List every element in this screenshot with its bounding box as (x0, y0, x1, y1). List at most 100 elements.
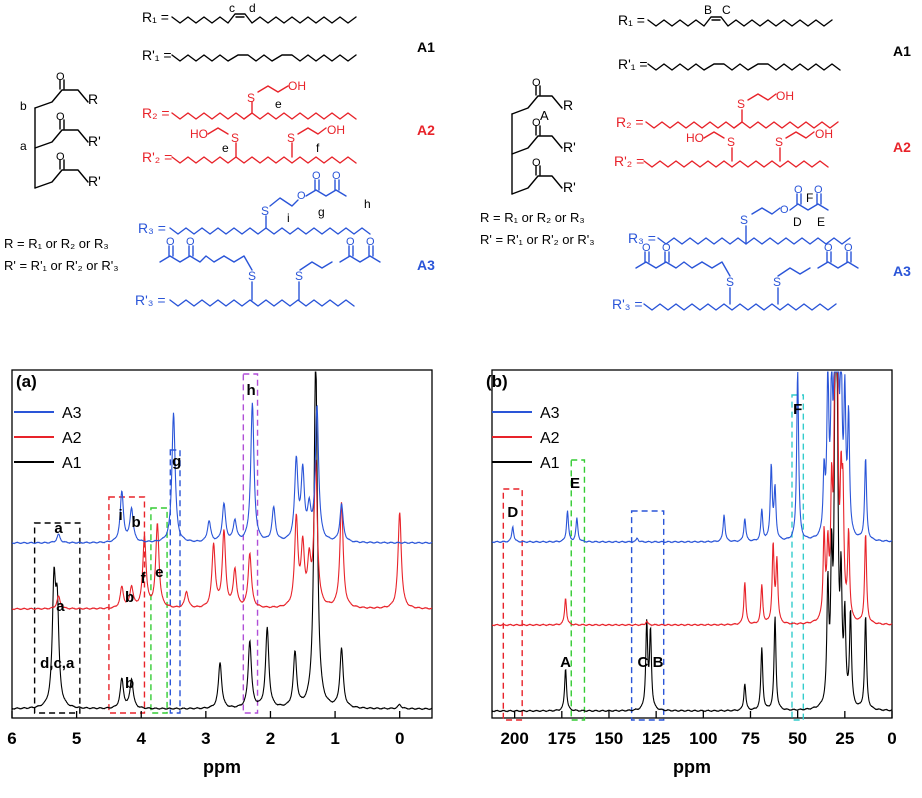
scheme-right-s-2: S (727, 135, 735, 149)
spectrum-a3 (492, 371, 893, 544)
scheme-left-r2-label: R₂ = (142, 105, 170, 121)
highlight-box-black (33, 522, 81, 714)
scheme-left-o-9: O (346, 236, 355, 248)
scheme-right-label-d: D (793, 215, 802, 229)
scheme-left-o-1: O (56, 71, 65, 83)
legend-label-a2: A2 (540, 430, 560, 447)
scheme-left-label-d: d (249, 1, 256, 15)
scheme-left-label-b: b (20, 99, 27, 113)
peak-label-C: C (638, 654, 649, 671)
highlight-box-red (108, 496, 146, 714)
scheme-left-oh-1: OH (288, 79, 306, 93)
scheme-right-label-f: F (806, 191, 813, 205)
scheme-right-o-3: O (532, 157, 541, 169)
scheme-left-r1p-label: R'₁ = (142, 47, 172, 63)
legend-label-a1: A1 (540, 455, 560, 472)
legend-label-a3: A3 (62, 405, 82, 422)
peak-label-E: E (570, 475, 580, 492)
peak-label-f: f (141, 570, 147, 587)
x-tick-label: 0 (887, 729, 896, 748)
peak-label-h: h (246, 382, 255, 399)
scheme-left-s-5: S (248, 269, 256, 283)
peak-label-i: i (118, 507, 122, 524)
peak-label-A: A (560, 654, 571, 671)
scheme-right-def2: R' = R'₁ or R'₂ or R'₃ (480, 232, 595, 247)
scheme-left-tag-a1: A1 (417, 39, 435, 55)
scheme-right-tag-a3: A3 (893, 263, 911, 279)
scheme-left-def1: R = R₁ or R₂ or R₃ (4, 236, 109, 251)
legend-label-a3: A3 (540, 405, 560, 422)
x-tick-label: 5 (72, 729, 81, 748)
spectrum-a3 (12, 402, 433, 545)
scheme-left-o-10: O (366, 236, 375, 248)
highlight-box-red (502, 488, 523, 721)
scheme-left-label-a: a (20, 139, 27, 153)
scheme-left-s-2: S (231, 131, 239, 145)
scheme-right-r: R (563, 97, 573, 113)
x-tick-label: 100 (689, 729, 717, 748)
scheme-left-oh-2: OH (327, 123, 345, 137)
scheme-left: R₁ = c d R'₁ = A1 O O O R R' R' b a R = … (4, 1, 435, 308)
scheme-right-tag-a2: A2 (893, 139, 911, 155)
peak-label-a: a (56, 598, 65, 615)
scheme-right-o-5: O (794, 184, 803, 196)
peak-label-F: F (793, 401, 802, 418)
scheme-right-o-7: O (642, 242, 651, 254)
x-axis-label: ppm (673, 757, 711, 777)
scheme-right-oh-2: OH (815, 127, 833, 141)
scheme-left-o-3: O (56, 151, 65, 163)
scheme-left-ho-1: HO (190, 127, 208, 141)
scheme-right-r3p-label: R'₃ = (612, 296, 643, 312)
scheme-right-o-8: O (662, 242, 671, 254)
legend-label-a1: A1 (62, 455, 82, 472)
scheme-right-oh-1: OH (776, 89, 794, 103)
scheme-left-s-3: S (287, 131, 295, 145)
scheme-right-r2p-label: R'₂ = (614, 153, 644, 169)
scheme-right-r1p-label: R'₁ = (618, 56, 648, 72)
scheme-right-rp1: R' (563, 139, 576, 155)
scheme-right-label-a: A (540, 108, 549, 123)
scheme-right-def1: R = R₁ or R₂ or R₃ (480, 210, 585, 225)
x-tick-label: 25 (835, 729, 854, 748)
plot-frame (491, 369, 893, 719)
x-tick-label: 75 (741, 729, 760, 748)
peak-label-b: b (131, 514, 140, 531)
peak-label-a: a (54, 520, 63, 537)
peak-label-g: g (172, 453, 181, 470)
scheme-left-r3p-label: R'₃ = (135, 292, 166, 308)
scheme-right-s-6: S (773, 275, 781, 289)
x-tick-label: 4 (136, 729, 146, 748)
x-tick-label: 50 (788, 729, 807, 748)
scheme-right-label-b: B (704, 3, 712, 17)
scheme-left-label-f: f (316, 141, 320, 155)
scheme-right-tag-a1: A1 (893, 43, 911, 59)
x-tick-label: 200 (500, 729, 528, 748)
peak-label-b: b (125, 589, 134, 606)
highlight-box-violet (242, 373, 259, 714)
scheme-left-def2: R' = R'₁ or R'₂ or R'₃ (4, 258, 119, 273)
scheme-left-label-e2: e (222, 141, 229, 155)
scheme-right-r1-label: R₁ = (618, 12, 645, 28)
x-tick-label: 150 (595, 729, 623, 748)
scheme-right-o-10: O (844, 242, 853, 254)
plot-frame (11, 369, 433, 719)
scheme-right-rp2: R' (563, 179, 576, 195)
scheme-right-o-4: O (780, 204, 789, 216)
scheme-left-tag-a3: A3 (417, 257, 435, 273)
scheme-right-s-3: S (775, 135, 783, 149)
highlight-box-blue (169, 449, 181, 714)
scheme-left-label-g: g (318, 205, 325, 219)
peak-label-dca: d,c,a (40, 655, 75, 672)
x-tick-label: 6 (7, 729, 16, 748)
scheme-left-label-i: i (287, 211, 290, 225)
scheme-right-s-1: S (737, 97, 745, 111)
scheme-right-o-2: O (532, 117, 541, 129)
scheme-right-ho-1: HO (686, 131, 704, 145)
scheme-left-o-7: O (166, 236, 175, 248)
scheme-left-s-4: S (261, 204, 269, 218)
scheme-left-o-4: O (297, 190, 306, 202)
scheme-left-rp2: R' (88, 173, 101, 189)
scheme-left-r: R (88, 91, 98, 107)
